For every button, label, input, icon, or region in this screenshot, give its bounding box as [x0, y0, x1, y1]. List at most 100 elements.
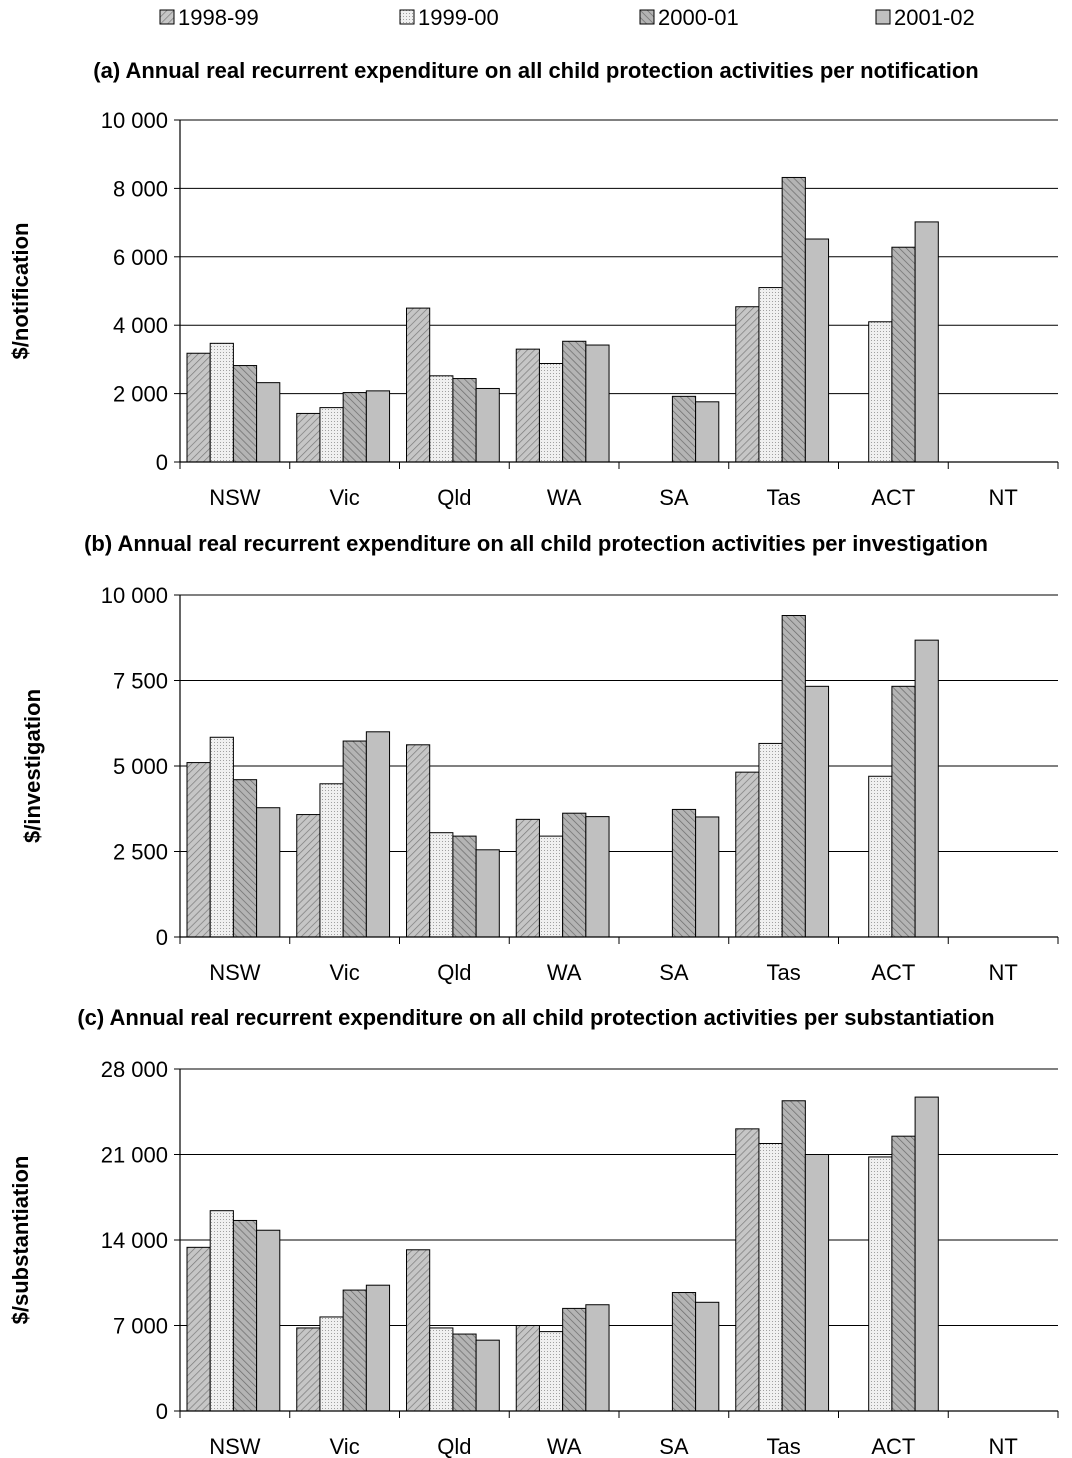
bar-Vic-1999-00 [319, 1316, 344, 1412]
bar-Tas-1998-99 [735, 1128, 760, 1412]
legend-swatch [875, 9, 891, 25]
bar-Vic-2001-02 [365, 390, 391, 463]
legend-label: 2001-02 [894, 5, 975, 30]
bar-Vic-2000-01 [342, 392, 367, 463]
bar-NSW-1998-99 [186, 352, 211, 463]
y-tick-label: 8 000 [113, 176, 168, 201]
bar-Vic-1999-00 [319, 407, 344, 463]
legend-swatch [639, 9, 655, 25]
bar-SA-2000-01 [671, 1292, 697, 1412]
bar-WA-2000-01 [562, 1307, 587, 1412]
bar-Qld-1998-99 [406, 744, 431, 938]
y-axis-label: $/investigation [20, 689, 45, 843]
x-tick-label: Vic [330, 485, 360, 510]
chart-panel-1: (b) Annual real recurrent expenditure on… [20, 531, 1059, 985]
bar-Vic-2000-01 [342, 1289, 367, 1412]
bar-NSW-2001-02 [256, 1229, 281, 1412]
bar-NSW-2000-01 [232, 365, 258, 463]
legend-label: 2000-01 [658, 5, 739, 30]
bar-Qld-2001-02 [475, 387, 500, 463]
bar-Qld-2000-01 [452, 1333, 477, 1412]
x-tick-label: SA [659, 1434, 689, 1458]
y-tick-label: 0 [156, 1399, 168, 1424]
y-axis-label: $/notification [8, 223, 33, 360]
bar-WA-1998-99 [515, 818, 540, 938]
bar-WA-1999-00 [538, 835, 564, 938]
bar-WA-2001-02 [585, 816, 610, 938]
bar-Tas-1999-00 [758, 1143, 783, 1412]
bar-WA-1999-00 [538, 1331, 564, 1412]
x-tick-label: Tas [767, 960, 801, 985]
y-tick-label: 10 000 [101, 108, 168, 133]
bar-WA-1999-00 [538, 363, 564, 463]
bar-Qld-1998-99 [406, 307, 431, 463]
y-tick-label: 0 [156, 450, 168, 475]
bar-SA-2000-01 [671, 808, 697, 938]
bar-SA-2000-01 [671, 395, 697, 463]
bar-WA-2000-01 [562, 812, 587, 938]
chart-panel-2: (c) Annual real recurrent expenditure on… [8, 1005, 1059, 1458]
bar-WA-2001-02 [585, 1304, 610, 1412]
chart-panel-0: (a) Annual real recurrent expenditure on… [8, 58, 1059, 510]
legend-item-2001-02: 2001-02 [875, 5, 975, 30]
y-tick-label: 6 000 [113, 245, 168, 270]
bar-Tas-1998-99 [735, 771, 760, 938]
bar-WA-2000-01 [562, 340, 587, 463]
x-tick-label: SA [659, 960, 689, 985]
x-tick-label: Tas [767, 1434, 801, 1458]
bar-NSW-2000-01 [232, 1219, 258, 1412]
bar-WA-2001-02 [585, 344, 610, 463]
x-tick-label: Vic [330, 960, 360, 985]
bar-ACT-1999-00 [868, 321, 893, 463]
bar-Qld-2001-02 [475, 1339, 500, 1412]
bar-Qld-1999-00 [429, 832, 454, 938]
bar-Tas-2000-01 [781, 615, 806, 938]
bar-NSW-1999-00 [209, 736, 234, 938]
y-tick-label: 28 000 [101, 1057, 168, 1082]
y-tick-label: 5 000 [113, 754, 168, 779]
bar-NSW-2000-01 [232, 779, 258, 938]
y-tick-label: 21 000 [101, 1143, 168, 1168]
bar-NSW-1999-00 [209, 342, 234, 463]
y-tick-label: 14 000 [101, 1228, 168, 1253]
bar-NSW-2001-02 [256, 382, 281, 463]
x-tick-label: NT [988, 960, 1017, 985]
x-tick-label: Qld [437, 485, 471, 510]
bar-ACT-2001-02 [914, 221, 939, 463]
bar-ACT-1999-00 [868, 1156, 893, 1412]
x-tick-label: Vic [330, 1434, 360, 1458]
x-tick-label: WA [547, 1434, 582, 1458]
bar-Tas-2001-02 [804, 238, 830, 463]
x-tick-label: WA [547, 960, 582, 985]
x-tick-label: WA [547, 485, 582, 510]
bar-ACT-2001-02 [914, 1096, 939, 1412]
bar-Qld-2000-01 [452, 835, 477, 938]
x-tick-label: NSW [209, 960, 261, 985]
bar-WA-1998-99 [515, 1325, 540, 1412]
bar-Vic-1998-99 [296, 412, 321, 463]
bar-SA-2001-02 [695, 816, 720, 938]
bar-Tas-2000-01 [781, 176, 806, 463]
y-tick-label: 10 000 [101, 583, 168, 608]
bar-ACT-2000-01 [891, 1135, 916, 1412]
bar-SA-2001-02 [695, 1301, 720, 1412]
bar-NSW-1998-99 [186, 1246, 211, 1412]
bar-Vic-1999-00 [319, 783, 344, 938]
legend-label: 1999-00 [418, 5, 499, 30]
bar-Vic-2001-02 [365, 1284, 391, 1412]
legend-item-1998-99: 1998-99 [159, 5, 259, 30]
bar-Vic-2001-02 [365, 731, 391, 938]
x-tick-label: ACT [871, 485, 915, 510]
x-tick-label: NT [988, 485, 1017, 510]
y-tick-label: 2 500 [113, 840, 168, 865]
bar-Qld-1999-00 [429, 375, 454, 463]
bar-NSW-1998-99 [186, 762, 211, 938]
legend: 1998-99 1999-00 2000-01 2001-02 [159, 5, 975, 30]
bar-Tas-1999-00 [758, 287, 783, 463]
y-tick-label: 7 500 [113, 669, 168, 694]
bar-ACT-1999-00 [868, 775, 893, 938]
bar-Vic-1998-99 [296, 814, 321, 938]
x-tick-label: Qld [437, 1434, 471, 1458]
bar-Tas-2001-02 [804, 1154, 830, 1412]
x-tick-label: SA [659, 485, 689, 510]
